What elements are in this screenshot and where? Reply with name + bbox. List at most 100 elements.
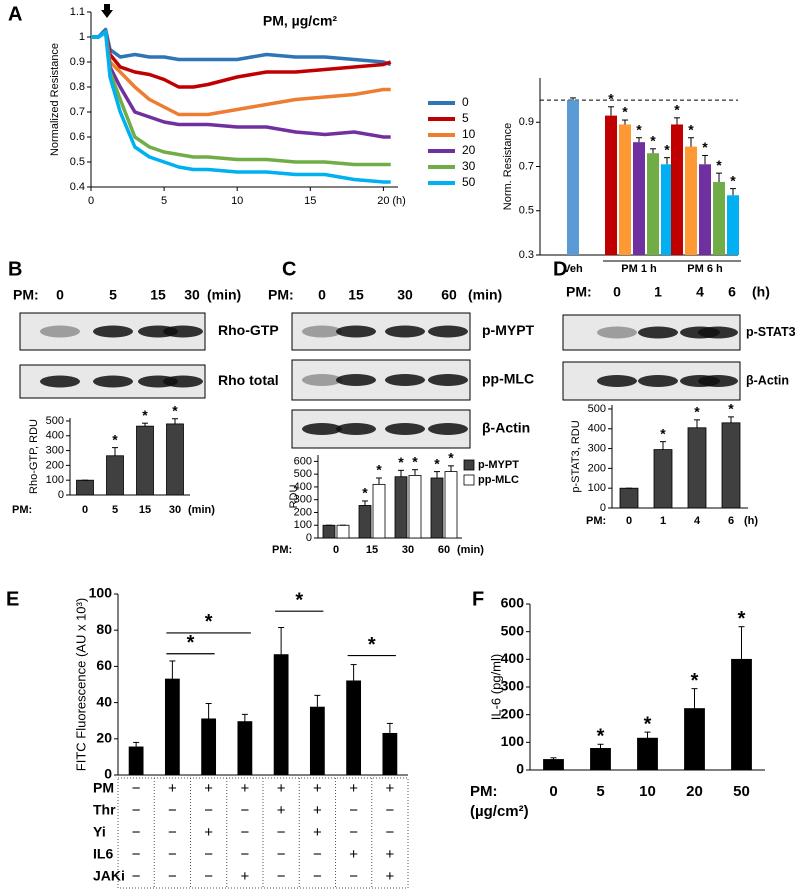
bar — [713, 181, 725, 255]
x-tick-label: 30 — [169, 504, 181, 516]
y-axis-label: Norm. Resistance — [502, 123, 514, 210]
y-tick-label: 100 — [501, 733, 525, 749]
condition-sign: − — [168, 846, 177, 863]
y-tick-label: 300 — [588, 442, 606, 454]
bar — [619, 124, 631, 256]
y-tick-label: 20 — [96, 730, 112, 746]
bar — [372, 483, 386, 539]
y-tick-label: 200 — [588, 462, 606, 474]
y-tick-label: 100 — [89, 585, 113, 601]
blot-band — [638, 326, 678, 339]
x-tick-label: 5 — [161, 195, 167, 207]
legend-label: 5 — [462, 111, 469, 125]
condition-sign: − — [168, 824, 177, 841]
y-tick-label: 1 — [79, 31, 85, 43]
significance-mark: * — [702, 139, 708, 155]
y-tick-label: 600 — [294, 455, 312, 467]
blot-band — [302, 325, 342, 338]
y-tick-label: 200 — [501, 705, 525, 721]
blot-band — [336, 374, 376, 386]
y-tick-label: 200 — [294, 506, 312, 518]
y-tick-label: 400 — [501, 650, 525, 666]
bar — [731, 658, 752, 771]
blot-row-label: Rho-GTP — [218, 322, 279, 338]
blot-band — [385, 423, 425, 435]
condition-sign: + — [313, 802, 322, 819]
lane-label: 30 — [397, 287, 413, 303]
bar — [637, 737, 658, 771]
blot-band — [385, 374, 425, 386]
y-tick-label: 0.5 — [519, 205, 534, 217]
x-tick-label: 30 — [402, 544, 414, 556]
blot-band — [336, 423, 376, 435]
condition-sign: − — [132, 802, 141, 819]
bar — [358, 505, 372, 539]
blot-band — [698, 326, 738, 339]
condition-sign: − — [240, 824, 249, 841]
x-tick-label: 0 — [333, 544, 339, 556]
y-tick-label: 0.5 — [70, 156, 85, 168]
significance-mark: * — [694, 404, 700, 420]
bar — [721, 422, 741, 509]
y-tick-label: 0.4 — [70, 181, 85, 193]
y-axis-label: Rho-GTP, RDU — [28, 419, 40, 494]
condition-sign: + — [168, 780, 177, 797]
y-tick-label: 0.9 — [70, 56, 85, 68]
x-prefix: PM: — [272, 544, 292, 556]
y-tick-label: 400 — [294, 481, 312, 493]
y-tick-label: 0.8 — [70, 81, 85, 93]
x-tick-label: 0 — [626, 515, 632, 527]
significance-mark: * — [636, 121, 642, 137]
condition-sign: + — [385, 868, 394, 885]
significance-mark: * — [644, 713, 652, 735]
x-tick-label: 5 — [112, 504, 118, 516]
y-tick-label: 0.7 — [70, 106, 85, 118]
x-tick-label: 60 — [438, 544, 450, 556]
blot-header: PM: — [268, 287, 294, 303]
significance-mark: * — [688, 121, 694, 137]
condition-sign: + — [349, 846, 358, 863]
bar — [590, 748, 611, 771]
x-tick-label: 5 — [596, 783, 604, 800]
bar — [567, 100, 579, 255]
significance-mark: * — [172, 402, 178, 418]
y-tick-label: 0.9 — [519, 116, 534, 128]
significance-mark: * — [608, 90, 614, 106]
condition-sign: + — [240, 868, 249, 885]
y-tick-label: 0.3 — [519, 249, 534, 261]
bar — [237, 721, 253, 776]
blot-band — [302, 374, 342, 386]
panel-label: E — [6, 588, 19, 610]
y-tick-label: 100 — [588, 482, 606, 494]
condition-sign: + — [277, 780, 286, 797]
bracket-label: * — [187, 632, 195, 654]
chart-title: PM, µg/cm² — [263, 13, 338, 29]
bar — [336, 524, 350, 539]
y-axis-label: IL-6 (pg/ml) — [488, 654, 503, 720]
blot-header: PM: — [13, 287, 39, 303]
bar — [430, 477, 444, 539]
lane-label: 4 — [696, 284, 704, 300]
lane-label: 15 — [348, 287, 364, 303]
y-tick-label: 200 — [46, 459, 64, 471]
condition-sign: − — [349, 824, 358, 841]
panel-label: F — [472, 588, 484, 610]
condition-sign: − — [204, 802, 213, 819]
blot-band — [163, 325, 203, 338]
y-tick-label: 0 — [58, 489, 64, 501]
significance-mark: * — [597, 726, 605, 748]
blot-band — [385, 325, 425, 338]
blot-band — [40, 375, 80, 388]
bar — [166, 423, 184, 496]
x-tick-label: 6 — [728, 515, 734, 527]
y-tick-label: 0.6 — [70, 131, 85, 143]
x-tick-label: 4 — [694, 515, 701, 527]
significance-mark: * — [362, 485, 368, 501]
blot-row-label: p-STAT3 — [746, 325, 796, 339]
y-axis-label: FITC Fluorescence (AU x 10³) — [73, 598, 88, 771]
condition-sign: − — [277, 824, 286, 841]
bar — [684, 708, 705, 771]
panel-label: A — [8, 3, 22, 25]
significance-mark: * — [376, 462, 382, 478]
